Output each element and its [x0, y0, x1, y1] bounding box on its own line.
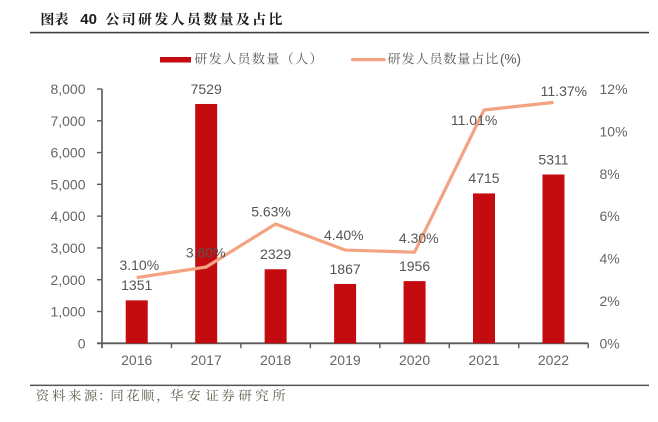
svg-text:4.30%: 4.30% — [399, 230, 439, 246]
svg-text:2021: 2021 — [468, 352, 499, 368]
svg-text:4715: 4715 — [468, 170, 499, 186]
svg-text:4%: 4% — [600, 251, 620, 267]
svg-text:3.10%: 3.10% — [119, 257, 159, 273]
svg-text:7529: 7529 — [191, 81, 222, 97]
svg-text:3,000: 3,000 — [50, 240, 85, 256]
svg-text:2%: 2% — [600, 293, 620, 309]
svg-text:2,000: 2,000 — [50, 272, 85, 288]
svg-text:3.60%: 3.60% — [186, 244, 226, 260]
svg-text:0%: 0% — [600, 335, 620, 351]
svg-text:0: 0 — [78, 335, 86, 351]
svg-text:5.63%: 5.63% — [251, 204, 291, 220]
svg-text:11.01%: 11.01% — [451, 112, 497, 128]
svg-text:4,000: 4,000 — [50, 208, 85, 224]
svg-text:40: 40 — [80, 11, 97, 28]
svg-text:2022: 2022 — [538, 352, 569, 368]
svg-text:1867: 1867 — [330, 261, 361, 277]
svg-text:2018: 2018 — [260, 352, 291, 368]
svg-text:2017: 2017 — [191, 352, 222, 368]
svg-text:11.37%: 11.37% — [541, 83, 587, 99]
svg-text:8%: 8% — [600, 166, 620, 182]
svg-text:2020: 2020 — [399, 352, 430, 368]
svg-text:6%: 6% — [600, 208, 620, 224]
svg-text:12%: 12% — [600, 81, 628, 97]
svg-text:5311: 5311 — [538, 151, 568, 167]
svg-text:2019: 2019 — [330, 352, 361, 368]
svg-text:1956: 1956 — [399, 258, 430, 274]
svg-text:5,000: 5,000 — [50, 176, 85, 192]
svg-text:2329: 2329 — [260, 246, 291, 262]
svg-text:2016: 2016 — [121, 352, 152, 368]
svg-text:4.40%: 4.40% — [324, 227, 364, 243]
svg-text:10%: 10% — [600, 123, 628, 139]
svg-text:1351: 1351 — [121, 277, 152, 293]
svg-text:1,000: 1,000 — [50, 304, 85, 320]
svg-text:(%): (%) — [500, 51, 521, 66]
svg-text:6,000: 6,000 — [50, 145, 85, 161]
svg-text:7,000: 7,000 — [50, 113, 85, 129]
svg-text:8,000: 8,000 — [50, 81, 85, 97]
